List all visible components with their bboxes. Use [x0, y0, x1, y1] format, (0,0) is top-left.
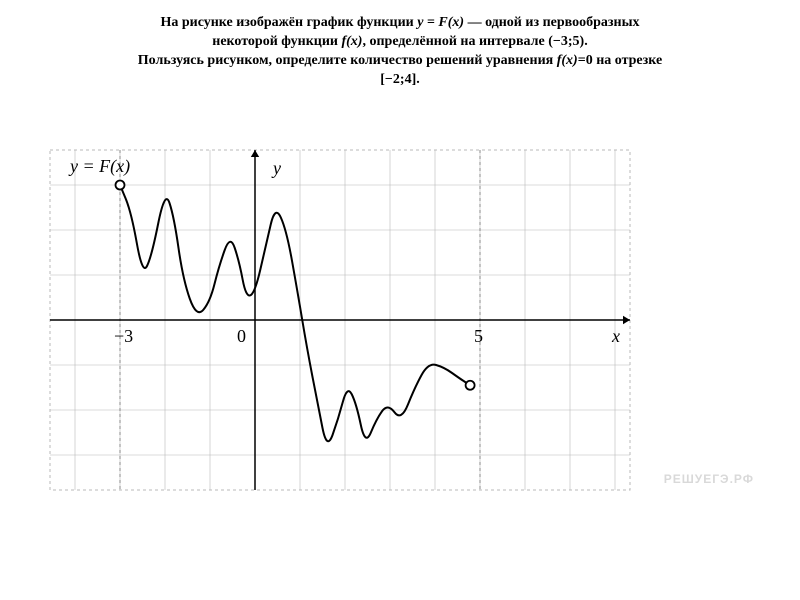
- svg-text:y: y: [271, 158, 281, 178]
- line3-post: =0 на отрезке: [578, 53, 662, 68]
- line2-post: , определённой на интервале (−3;5).: [362, 34, 587, 49]
- line3-f: f(x): [557, 53, 578, 68]
- chart-container: y = F(x) y x 0 −3 5 РЕШУЕГЭ.РФ: [30, 140, 800, 500]
- watermark: РЕШУЕГЭ.РФ: [664, 472, 754, 486]
- svg-text:x: x: [611, 326, 620, 346]
- function-chart: y = F(x) y x 0 −3 5: [30, 140, 650, 500]
- line4: [−2;4].: [380, 72, 419, 87]
- line2-f: f(x): [341, 34, 362, 49]
- svg-text:y = F(x): y = F(x): [68, 156, 130, 177]
- line1-eq: y = F(x): [417, 15, 464, 30]
- line1-post: — одной из первообразных: [464, 15, 639, 30]
- svg-text:5: 5: [474, 326, 483, 346]
- line1-pre: На рисунке изображён график функции: [160, 15, 417, 30]
- line2-pre: некоторой функции: [212, 34, 341, 49]
- line3-pre: Пользуясь рисунком, определите количеств…: [138, 53, 557, 68]
- svg-text:0: 0: [237, 326, 246, 346]
- problem-statement: На рисунке изображён график функции y = …: [0, 0, 800, 100]
- svg-text:−3: −3: [114, 326, 133, 346]
